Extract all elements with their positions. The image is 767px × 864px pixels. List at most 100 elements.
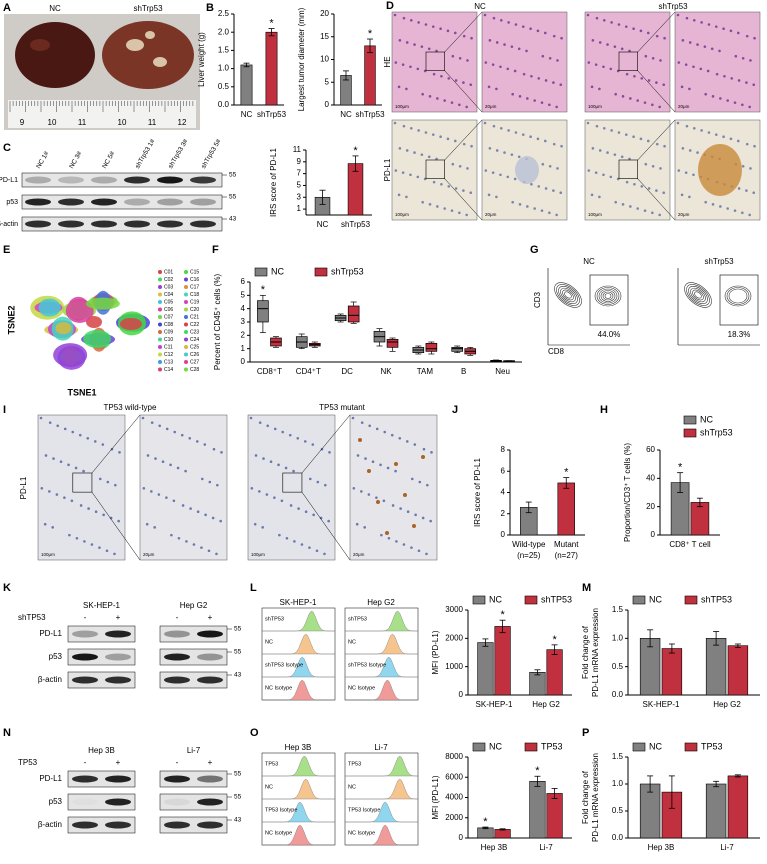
- nucleus: [113, 552, 116, 556]
- nucleus: [620, 155, 624, 159]
- nucleus: [266, 424, 270, 428]
- liver: [15, 22, 95, 88]
- nucleus: [462, 34, 466, 38]
- nucleus: [98, 546, 101, 549]
- nucleus: [428, 203, 432, 206]
- nucleus: [495, 195, 498, 199]
- contour: [556, 284, 580, 306]
- box: [386, 338, 399, 348]
- legend-label: NC: [649, 741, 662, 751]
- blot-strip: [67, 770, 136, 788]
- nucleus: [278, 533, 281, 537]
- legend-label: shTP53: [541, 594, 572, 604]
- gate: [589, 274, 629, 326]
- stain: [385, 531, 389, 535]
- nucleus: [254, 454, 258, 457]
- box: [257, 300, 269, 323]
- nucleus: [514, 23, 518, 26]
- nucleus: [633, 182, 636, 186]
- nucleus: [722, 135, 725, 139]
- contour: [728, 288, 748, 304]
- nucleus: [432, 72, 436, 76]
- nucleus: [646, 139, 650, 143]
- zoom-box: [425, 51, 446, 72]
- nucleus: [614, 92, 617, 96]
- y-tick-label: 1.0: [612, 779, 624, 788]
- legend-dot: [184, 292, 188, 297]
- blot-strip: [67, 671, 136, 689]
- legend-label: TP53: [541, 741, 563, 751]
- nucleus: [204, 513, 207, 517]
- nucleus: [413, 151, 416, 154]
- nucleus: [208, 480, 212, 484]
- legend-dot: [184, 307, 188, 312]
- nucleus: [363, 526, 366, 529]
- nucleus: [323, 552, 326, 556]
- nucleus: [188, 437, 192, 440]
- nucleus: [543, 31, 547, 35]
- nucleus: [250, 486, 254, 490]
- legend-label: C24: [190, 337, 199, 343]
- legend-dot: [184, 300, 188, 304]
- cluster-blob: [119, 317, 142, 330]
- x-tick-label: NK: [380, 367, 392, 376]
- nucleus: [394, 169, 398, 172]
- nucleus: [78, 433, 82, 437]
- legend-label: C12: [164, 352, 173, 358]
- legend-label: C15: [190, 269, 199, 275]
- scale-label: 100μm: [251, 552, 265, 557]
- nucleus: [192, 543, 196, 546]
- nucleus: [533, 207, 536, 210]
- legend-label: NC: [700, 414, 713, 424]
- bar: [240, 64, 253, 106]
- nucleus: [351, 416, 355, 420]
- nucleus: [639, 137, 643, 141]
- mw-label: 43: [234, 817, 242, 824]
- x-tick-label: Hep 3B: [481, 843, 508, 852]
- nucleus: [59, 460, 63, 464]
- nucleus: [594, 171, 598, 174]
- column-label: NC: [474, 2, 486, 11]
- micrograph: [584, 119, 671, 221]
- nucleus: [63, 496, 66, 499]
- nucleus: [644, 162, 648, 166]
- blot-band: [197, 676, 223, 684]
- blot-strip: [21, 216, 223, 232]
- nucleus: [590, 85, 594, 89]
- nucleus: [658, 105, 661, 109]
- bar: [529, 672, 546, 696]
- x-tick-label: SK-HEP-1: [643, 700, 680, 709]
- nucleus: [651, 211, 654, 215]
- nucleus: [598, 149, 602, 152]
- nucleus: [170, 533, 173, 537]
- nucleus: [181, 504, 185, 507]
- nucleus: [436, 205, 439, 208]
- nucleus: [169, 463, 172, 467]
- nucleus: [79, 504, 83, 507]
- blot-strip: [67, 816, 136, 834]
- nucleus: [692, 65, 695, 69]
- legend-label: C07: [164, 314, 173, 320]
- nucleus: [43, 522, 47, 526]
- x-tick-label: shTrp53: [257, 110, 287, 119]
- nucleus: [470, 144, 473, 148]
- nucleus: [499, 18, 503, 22]
- stain: [394, 462, 398, 466]
- row-label: PD-L1: [39, 629, 62, 638]
- y-tick-label: 0.5: [612, 662, 624, 671]
- nucleus: [410, 477, 414, 481]
- panel-label: O: [250, 727, 259, 739]
- nucleus: [421, 200, 424, 204]
- nucleus: [499, 65, 502, 69]
- nucleus: [598, 41, 602, 44]
- contour: [692, 289, 704, 301]
- nucleus: [410, 546, 413, 549]
- nucleus: [602, 18, 606, 22]
- nucleus: [602, 173, 605, 177]
- y-tick-label: 8000: [445, 752, 463, 761]
- panel-label: A: [3, 2, 11, 14]
- nucleus: [684, 171, 688, 174]
- treatment-label: TP53: [18, 758, 38, 767]
- y-tick-label: 2: [501, 509, 506, 518]
- legend-swatch: [684, 742, 698, 752]
